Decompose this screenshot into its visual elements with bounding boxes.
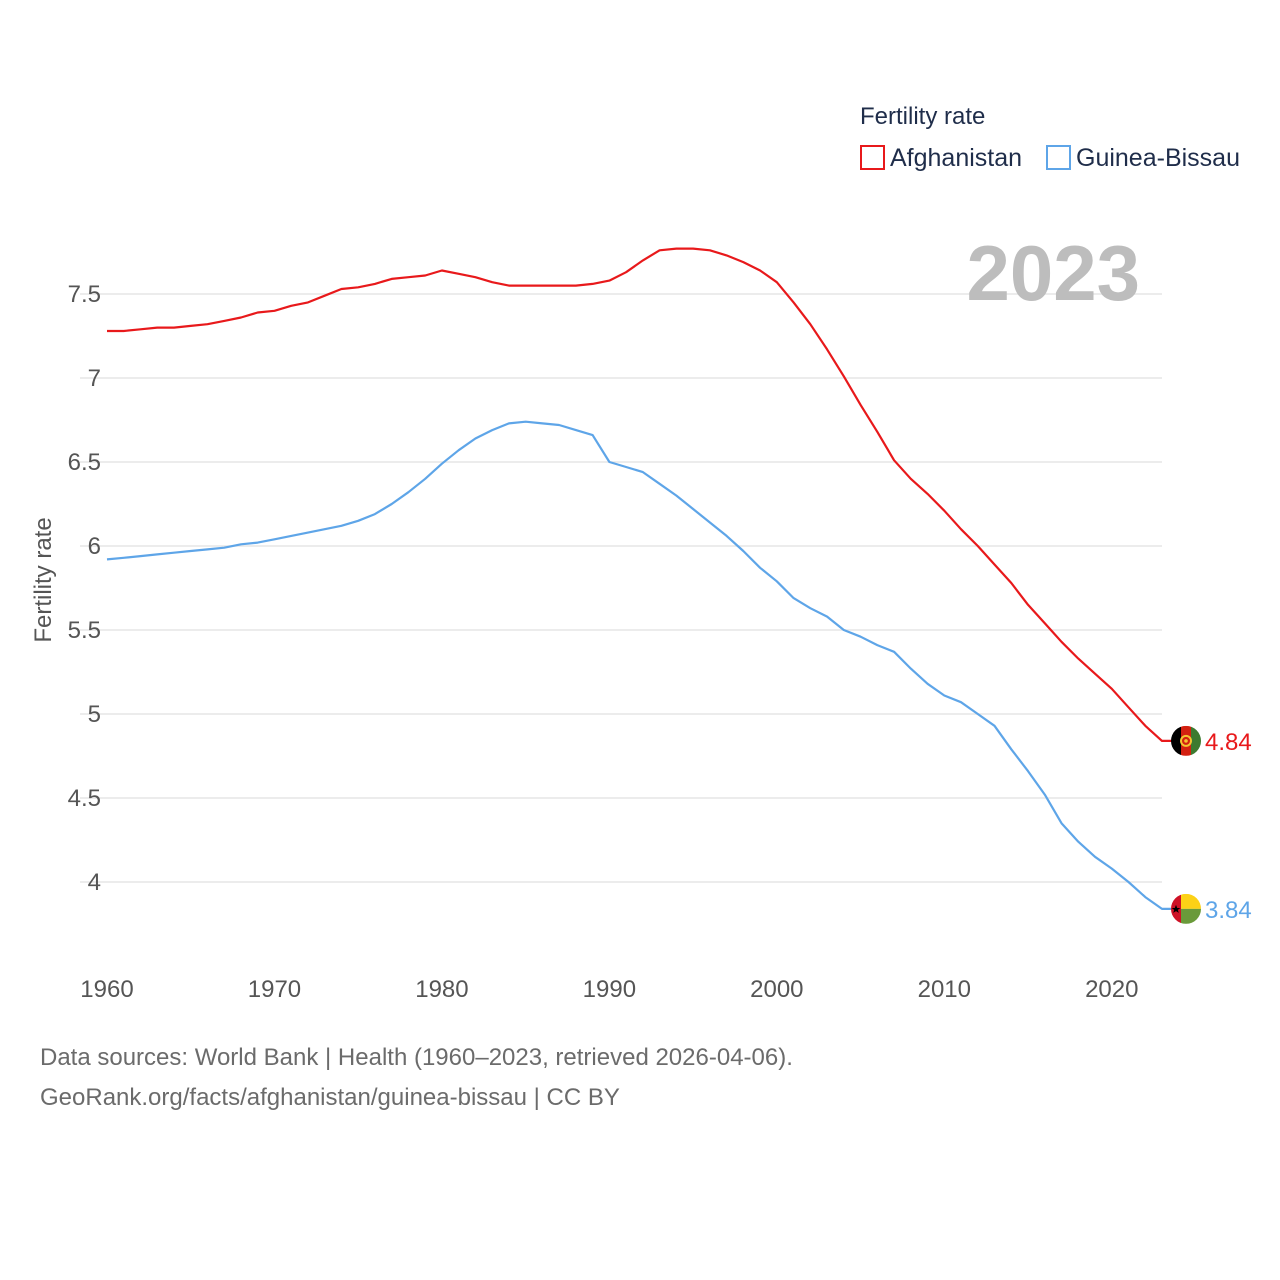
legend-label-guinea-bissau: Guinea-Bissau	[1076, 144, 1240, 172]
attribution-link[interactable]: GeoRank.org/facts/afghanistan/guinea-bis…	[40, 1084, 620, 1111]
legend-label-afghanistan: Afghanistan	[890, 144, 1022, 172]
y-axis-label: Fertility rate	[30, 517, 57, 642]
legend-item-afghanistan[interactable]: Afghanistan	[860, 144, 1022, 172]
legend-item-guinea-bissau[interactable]: Guinea-Bissau	[1046, 144, 1240, 172]
series-line-afghanistan[interactable]	[107, 247, 1172, 743]
series-line-guinea-bissau[interactable]	[106, 420, 1172, 911]
end-value-guinea-bissau: 3.84	[1205, 897, 1252, 924]
legend: Fertility rate Afghanistan Guinea-Bissau	[860, 103, 1240, 172]
legend-title: Fertility rate	[860, 103, 985, 130]
x-tick-label: 2010	[918, 976, 971, 1003]
y-tick-label: 7	[88, 365, 101, 392]
x-tick-label: 1980	[415, 976, 468, 1003]
end-value-afghanistan: 4.84	[1205, 729, 1252, 756]
y-tick-label: 6	[88, 533, 101, 560]
series-lines	[106, 247, 1172, 911]
year-label: 2023	[966, 229, 1140, 317]
x-tick-label: 2000	[750, 976, 803, 1003]
legend-swatch-afghanistan	[860, 145, 885, 170]
series-endpoints: 4.84 3.84	[1171, 725, 1252, 924]
x-tick-label: 1960	[80, 976, 133, 1003]
y-tick-label: 4	[88, 869, 101, 896]
guinea-bissau-flag-icon	[1171, 893, 1201, 924]
y-tick-label: 4.5	[68, 785, 101, 812]
x-tick-label: 2020	[1085, 976, 1138, 1003]
legend-swatch-guinea-bissau	[1046, 145, 1071, 170]
y-tick-label: 5.5	[68, 617, 101, 644]
y-tick-label: 5	[88, 701, 101, 728]
x-tick-label: 1990	[583, 976, 636, 1003]
afghanistan-flag-icon	[1171, 725, 1201, 756]
grid-lines	[80, 293, 1162, 883]
x-axis-ticks: 1960 1970 1980 1990 2000 2010 2020	[80, 976, 1138, 1003]
y-axis-ticks: 4 4.5 5 5.5 6 6.5 7 7.5	[68, 281, 101, 896]
data-sources-note: Data sources: World Bank | Health (1960–…	[40, 1044, 793, 1071]
x-tick-label: 1970	[248, 976, 301, 1003]
y-tick-label: 6.5	[68, 449, 101, 476]
y-tick-label: 7.5	[68, 281, 101, 308]
